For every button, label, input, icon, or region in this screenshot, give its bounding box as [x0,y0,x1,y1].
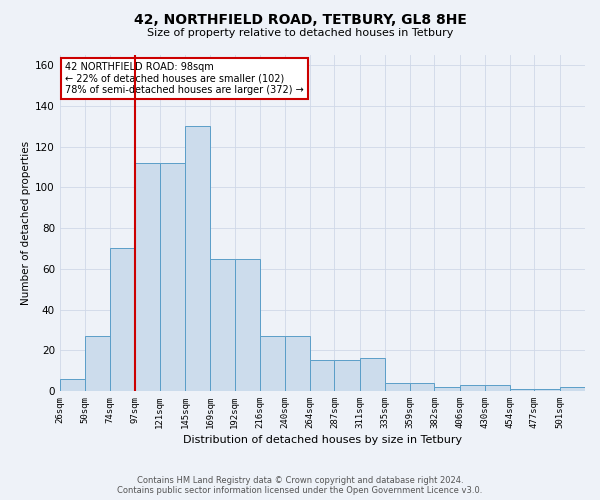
Bar [460,385,485,391]
Bar [185,126,210,391]
Bar [485,385,510,391]
Text: Size of property relative to detached houses in Tetbury: Size of property relative to detached ho… [147,28,453,38]
Bar [560,387,585,391]
Bar [410,383,434,391]
Bar [210,258,235,391]
Bar [510,389,535,391]
Bar [235,258,260,391]
Bar [160,163,185,391]
Bar [434,387,460,391]
Text: Contains HM Land Registry data © Crown copyright and database right 2024.
Contai: Contains HM Land Registry data © Crown c… [118,476,482,495]
Bar [334,360,360,391]
Y-axis label: Number of detached properties: Number of detached properties [21,141,31,305]
X-axis label: Distribution of detached houses by size in Tetbury: Distribution of detached houses by size … [183,435,462,445]
Bar [285,336,310,391]
Bar [360,358,385,391]
Bar [535,389,560,391]
Bar [134,163,160,391]
Bar [385,383,410,391]
Bar [260,336,285,391]
Bar [310,360,334,391]
Bar [110,248,134,391]
Bar [85,336,110,391]
Text: 42, NORTHFIELD ROAD, TETBURY, GL8 8HE: 42, NORTHFIELD ROAD, TETBURY, GL8 8HE [134,12,466,26]
Bar [60,378,85,391]
Text: 42 NORTHFIELD ROAD: 98sqm
← 22% of detached houses are smaller (102)
78% of semi: 42 NORTHFIELD ROAD: 98sqm ← 22% of detac… [65,62,304,95]
